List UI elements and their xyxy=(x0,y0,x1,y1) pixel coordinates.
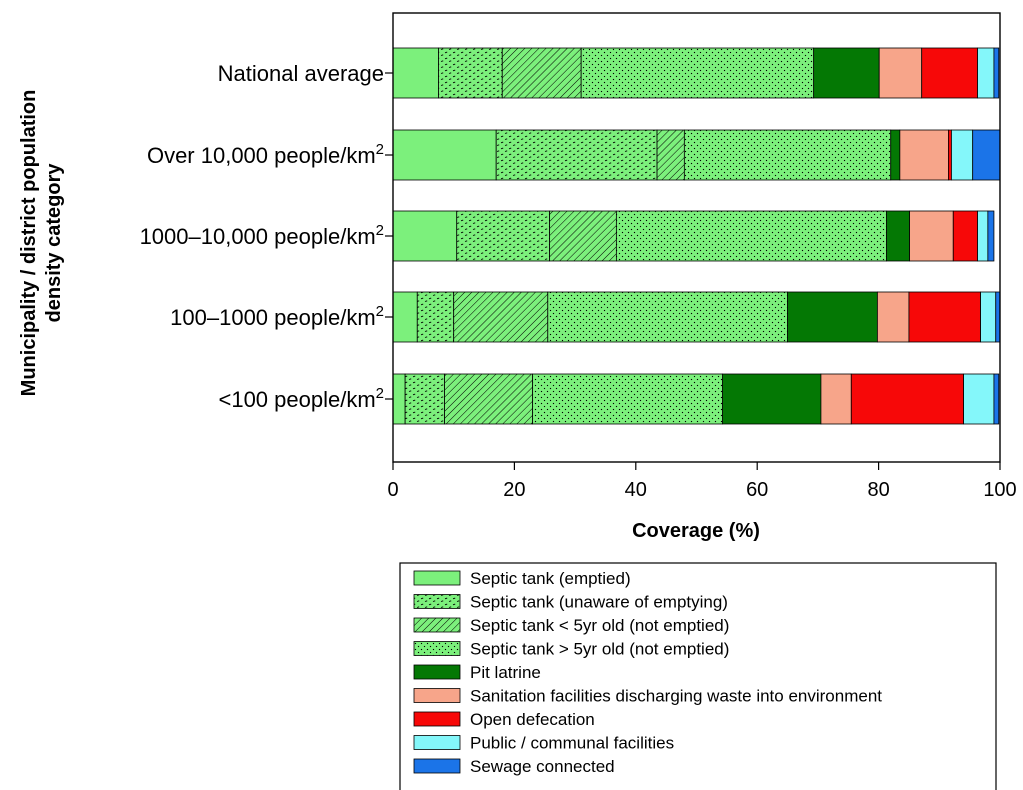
legend-swatch-open-defecation xyxy=(413,711,461,727)
x-axis-ticks: 0 20 40 60 80 100 xyxy=(387,462,1017,501)
legend-label-septic-tank-emptied: Septic tank (emptied) xyxy=(470,569,631,588)
bar-segment-septic-tank-emptied-row-2 xyxy=(392,129,497,181)
bar-segment-septic-tank-emptied-row-4 xyxy=(392,291,418,343)
legend-swatch-septic-tank-5yr-old-not-emptied xyxy=(413,617,461,633)
category-label: 100–1000 people/km2 xyxy=(170,303,384,330)
legend-label-public-communal-facilities: Public / communal facilities xyxy=(470,734,674,753)
bar-segment-sanitation-facilities-discharging-waste-into-environment-row-3 xyxy=(909,210,954,262)
bar-segment-public-communal-facilities-row-3 xyxy=(977,210,989,262)
category-label: <100 people/km2 xyxy=(218,385,384,412)
bar-segment-sanitation-facilities-discharging-waste-into-environment-row-5 xyxy=(820,373,852,425)
legend-box xyxy=(399,562,997,790)
bar-segment-septic-tank-emptied-row-3 xyxy=(392,210,458,262)
bar-segment-sanitation-facilities-discharging-waste-into-environment-row-2 xyxy=(899,129,949,181)
bar-segment-open-defecation-row-4 xyxy=(908,291,981,343)
x-tick-label: 20 xyxy=(503,479,525,501)
x-tick-label: 0 xyxy=(387,479,398,501)
bar-segment-sanitation-facilities-discharging-waste-into-environment-row-4 xyxy=(876,291,910,343)
bar-segment-septic-tank-5yr-old-not-emptied-row-1 xyxy=(501,47,582,99)
legend-swatch-pit-latrine xyxy=(413,664,461,680)
bar-segment-septic-tank-5yr-old-not-emptied-row-3 xyxy=(615,210,887,262)
bar-segment-pit-latrine-row-2 xyxy=(890,129,901,181)
category-labels: National average Over 10,000 people/km2 10… xyxy=(140,61,384,412)
legend-label-sanitation-facilities-discharging-waste-into-environment: Sanitation facilities discharging waste … xyxy=(470,687,882,706)
y-axis-ticks xyxy=(385,72,393,400)
bar-segment-septic-tank-5yr-old-not-emptied-row-2 xyxy=(656,129,685,181)
legend-label-pit-latrine: Pit latrine xyxy=(470,663,541,682)
bar-segment-open-defecation-row-1 xyxy=(921,47,978,99)
bar-segment-public-communal-facilities-row-2 xyxy=(951,129,974,181)
bar-segment-pit-latrine-row-1 xyxy=(813,47,880,99)
bar-segment-septic-tank-unaware-of-emptying-row-5 xyxy=(404,373,446,425)
bars-layer xyxy=(392,47,1001,425)
plot-frame xyxy=(392,12,1001,463)
x-axis-title: Coverage (%) xyxy=(632,520,760,542)
bar-segment-public-communal-facilities-row-1 xyxy=(977,47,995,99)
bar-segment-sewage-connected-row-1 xyxy=(993,47,1000,99)
legend-label-sewage-connected: Sewage connected xyxy=(470,757,615,776)
bar-segment-septic-tank-unaware-of-emptying-row-4 xyxy=(416,291,455,343)
legend-label-septic-tank-unaware-of-emptying: Septic tank (unaware of emptying) xyxy=(470,593,728,612)
legend-swatch-septic-tank-emptied xyxy=(413,570,461,586)
legend-swatch-septic-tank-5yr-old-not-emptied xyxy=(413,641,461,656)
legend-label-septic-tank-5yr-old-not-emptied: Septic tank > 5yr old (not emptied) xyxy=(470,640,729,659)
bar-segment-septic-tank-emptied-row-1 xyxy=(392,47,439,99)
category-label: Over 10,000 people/km2 xyxy=(147,141,384,168)
bar-segment-open-defecation-row-3 xyxy=(952,210,978,262)
bar-segment-pit-latrine-row-4 xyxy=(787,291,878,343)
legend: Septic tank (emptied) Septic tank (unawar… xyxy=(399,562,997,790)
category-label: National average xyxy=(218,61,384,86)
bar-segment-septic-tank-5yr-old-not-emptied-row-1 xyxy=(580,47,815,99)
bar-segment-pit-latrine-row-5 xyxy=(722,373,822,425)
bar-segment-open-defecation-row-2 xyxy=(948,129,952,181)
x-tick-label: 60 xyxy=(746,479,768,501)
bar-segment-public-communal-facilities-row-4 xyxy=(980,291,997,343)
legend-swatch-septic-tank-unaware-of-emptying xyxy=(413,594,461,609)
bar-segment-septic-tank-5yr-old-not-emptied-row-2 xyxy=(683,129,892,181)
bar-segment-septic-tank-5yr-old-not-emptied-row-5 xyxy=(444,373,534,425)
y-axis-title: Municipality / district population densi… xyxy=(18,90,65,397)
y-axis-title-line-1: Municipality / district population xyxy=(18,90,40,397)
bar-segment-public-communal-facilities-row-5 xyxy=(963,373,995,425)
bar-segment-septic-tank-unaware-of-emptying-row-3 xyxy=(456,210,551,262)
bar-segment-septic-tank-5yr-old-not-emptied-row-4 xyxy=(547,291,788,343)
bar-segment-sewage-connected-row-5 xyxy=(993,373,1000,425)
bar-segment-sanitation-facilities-discharging-waste-into-environment-row-1 xyxy=(878,47,923,99)
bar-segment-septic-tank-emptied-row-5 xyxy=(392,373,406,425)
bar-segment-septic-tank-5yr-old-not-emptied-row-5 xyxy=(532,373,723,425)
bar-segment-septic-tank-unaware-of-emptying-row-2 xyxy=(495,129,658,181)
bar-segment-pit-latrine-row-3 xyxy=(886,210,910,262)
legend-label-open-defecation: Open defecation xyxy=(470,710,595,729)
legend-items: Septic tank (emptied) Septic tank (unawar… xyxy=(413,569,882,776)
bar-segment-sewage-connected-row-2 xyxy=(972,129,1001,181)
bar-segment-septic-tank-5yr-old-not-emptied-row-3 xyxy=(549,210,617,262)
x-tick-label: 100 xyxy=(983,479,1016,501)
x-tick-label: 80 xyxy=(867,479,889,501)
legend-swatch-public-communal-facilities xyxy=(413,735,461,750)
bar-segment-septic-tank-unaware-of-emptying-row-1 xyxy=(438,47,503,99)
bar-segment-sewage-connected-row-3 xyxy=(987,210,995,262)
x-tick-label: 40 xyxy=(625,479,647,501)
category-label: 1000–10,000 people/km2 xyxy=(140,222,384,249)
y-axis-title-line-2: density category xyxy=(43,163,65,323)
bar-segment-open-defecation-row-5 xyxy=(850,373,964,425)
bar-segment-septic-tank-5yr-old-not-emptied-row-4 xyxy=(453,291,549,343)
legend-swatch-sewage-connected xyxy=(413,758,461,774)
legend-label-septic-tank-5yr-old-not-emptied: Septic tank < 5yr old (not emptied) xyxy=(470,616,729,635)
legend-swatch-sanitation-facilities-discharging-waste-into-environment xyxy=(413,688,461,703)
